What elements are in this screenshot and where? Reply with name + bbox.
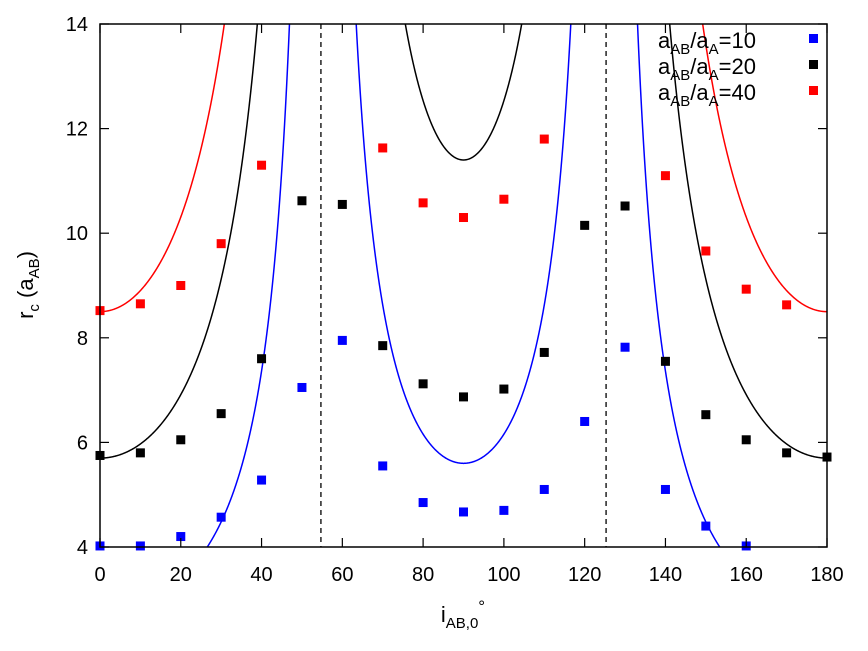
data-point: [135, 541, 145, 551]
data-point: [660, 484, 670, 494]
x-tick-label: 40: [250, 564, 272, 586]
axis-ticks: 0 20 40 60 80 100 120 140 160 180 4 6 8 10 12 14: [66, 14, 844, 586]
legend-label-1: aAB/aA=10: [658, 28, 756, 58]
data-points: [95, 134, 832, 551]
data-point: [459, 507, 468, 517]
legend-marker-3: [809, 86, 818, 95]
data-point: [782, 300, 792, 310]
data-point: [701, 246, 711, 256]
data-point: [499, 505, 509, 515]
data-point: [216, 512, 226, 522]
data-point: [741, 435, 751, 445]
data-point: [782, 448, 792, 458]
data-point: [337, 199, 347, 209]
x-axis-title: iAB,0°: [441, 597, 485, 632]
legend-label-2: aAB/aA=20: [658, 54, 756, 84]
data-point: [418, 198, 428, 208]
y-tick-label: 12: [66, 119, 88, 141]
y-tick-label: 8: [77, 328, 88, 350]
plot-frame: [99, 23, 828, 548]
data-point: [216, 239, 226, 249]
data-point: [499, 384, 509, 394]
data-point: [216, 409, 226, 419]
data-point: [539, 347, 549, 357]
data-point: [620, 201, 630, 211]
fit-curve-3: [100, 24, 827, 313]
x-tick-label: 80: [412, 564, 434, 586]
x-tick-label: 60: [331, 564, 353, 586]
data-point: [297, 196, 307, 206]
data-point: [660, 171, 670, 181]
data-point: [580, 416, 590, 426]
data-point: [257, 475, 267, 485]
fit-curve-2: [100, 24, 827, 459]
data-point: [620, 342, 630, 352]
data-point: [176, 435, 186, 445]
x-tick-label: 180: [810, 564, 843, 586]
data-point: [741, 284, 751, 294]
y-tick-label: 4: [77, 537, 88, 559]
y-tick-label: 10: [66, 223, 88, 245]
data-point: [418, 379, 428, 389]
data-point: [459, 392, 468, 402]
data-point: [297, 382, 307, 392]
x-tick-label: 0: [94, 564, 105, 586]
data-point: [701, 410, 711, 420]
data-point: [176, 532, 186, 542]
data-point: [459, 213, 468, 223]
singularity-lines: [320, 24, 607, 547]
legend-marker-1: [809, 34, 818, 43]
data-point: [257, 160, 267, 170]
data-point: [257, 354, 267, 364]
fit-curve-1: [206, 24, 721, 547]
y-tick-label: 6: [77, 432, 88, 454]
data-point: [135, 448, 145, 458]
y-tick-label: 14: [66, 14, 88, 36]
legend-label-3: aAB/aA=40: [658, 80, 756, 110]
data-point: [378, 461, 388, 471]
x-tick-label: 100: [487, 564, 520, 586]
data-point: [499, 194, 509, 204]
x-tick-label: 20: [170, 564, 192, 586]
data-point: [660, 356, 670, 366]
data-point: [337, 335, 347, 345]
y-axis-title: rc (aAB): [13, 251, 43, 319]
x-tick-label: 120: [568, 564, 601, 586]
x-tick-label: 140: [649, 564, 682, 586]
data-point: [378, 143, 388, 153]
data-point: [135, 299, 145, 309]
legend-marker-2: [809, 60, 818, 69]
fit-curves: [100, 24, 827, 547]
data-point: [418, 498, 428, 508]
x-tick-label: 160: [730, 564, 763, 586]
data-point: [176, 281, 186, 290]
data-point: [539, 484, 549, 494]
data-point: [378, 341, 388, 351]
data-point: [701, 521, 711, 531]
data-point: [580, 220, 590, 230]
data-point: [539, 134, 549, 144]
